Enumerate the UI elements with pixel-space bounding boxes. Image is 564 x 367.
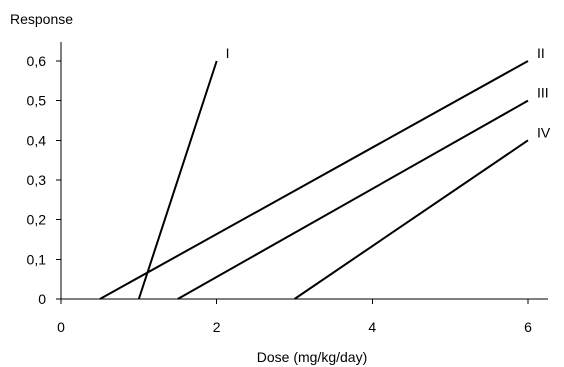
- y-tick-label: 0,2: [27, 212, 47, 228]
- x-axis-ticks: 0 2 4 6: [57, 299, 532, 335]
- y-tick-label: 0,4: [27, 132, 47, 148]
- series-label-iii: III: [537, 85, 549, 101]
- y-tick-label: 0: [38, 291, 46, 307]
- series-line-iii: [177, 99, 529, 300]
- series-line-i: [137, 60, 218, 300]
- y-axis-title: Response: [10, 11, 73, 27]
- series-label-iv: IV: [537, 124, 551, 140]
- x-tick-label: 6: [524, 319, 532, 335]
- y-tick-label: 0,5: [27, 93, 47, 109]
- series-label-i: I: [226, 45, 230, 61]
- y-tick-label: 0,6: [27, 53, 47, 69]
- y-axis-ticks: 0 0,1 0,2 0,3 0,4 0,5 0,6: [27, 53, 61, 307]
- x-tick-label: 0: [57, 319, 65, 335]
- series-label-ii: II: [537, 45, 545, 61]
- x-tick-label: 4: [368, 319, 376, 335]
- y-tick-label: 0,1: [27, 251, 47, 267]
- x-axis-title: Dose (mg/kg/day): [257, 349, 367, 365]
- series-line-ii: [99, 60, 529, 300]
- x-tick-label: 2: [213, 319, 221, 335]
- series-line-iv: [293, 139, 529, 300]
- series-lines: [99, 60, 529, 300]
- y-tick-label: 0,3: [27, 172, 47, 188]
